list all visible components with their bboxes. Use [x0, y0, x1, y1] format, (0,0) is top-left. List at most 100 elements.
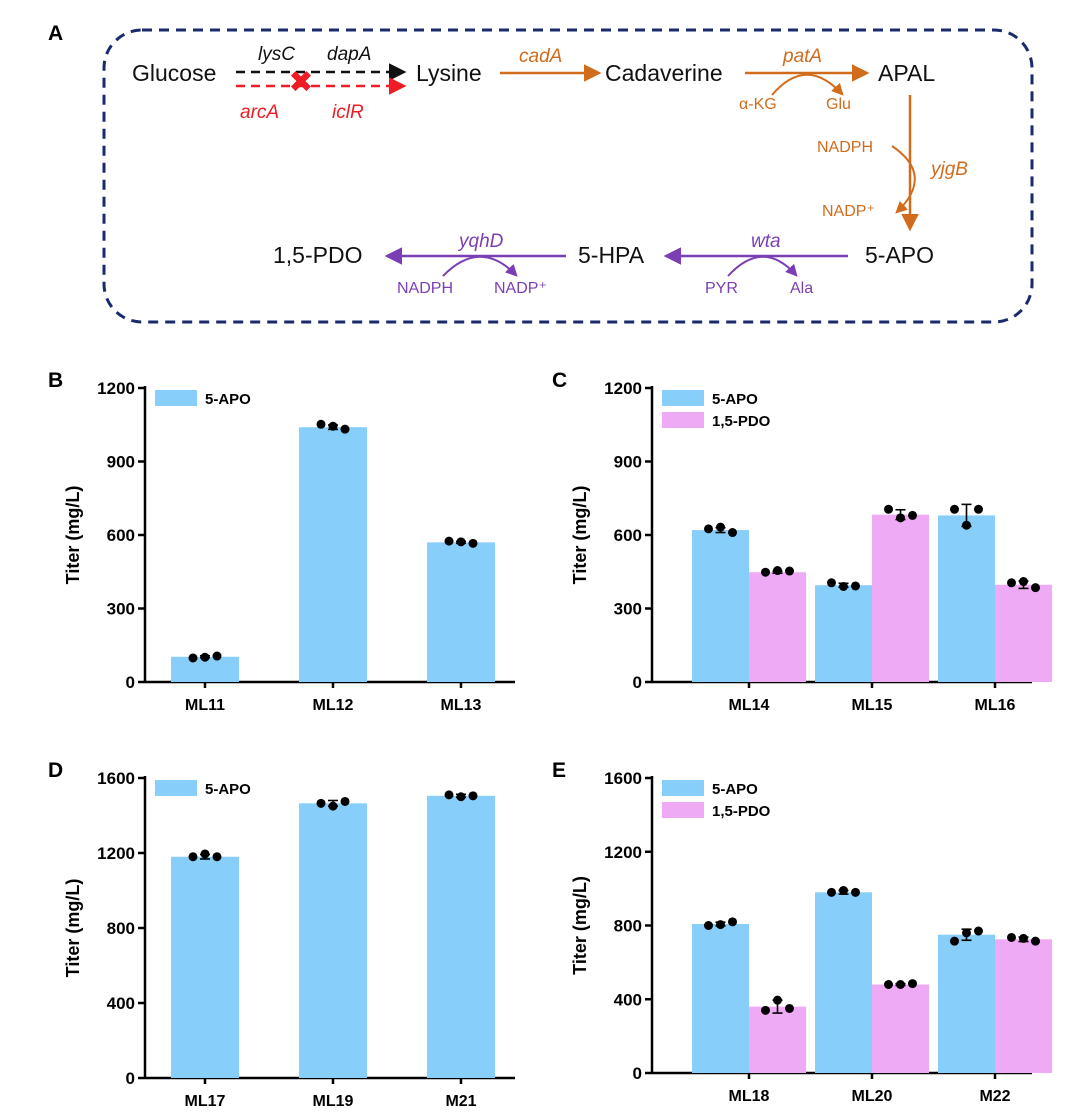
bar-e-15pdo: [872, 984, 929, 1073]
legend-label-e: 1,5-PDO: [712, 803, 771, 820]
replicate-point-c: [761, 567, 770, 577]
replicate-point-c: [908, 510, 917, 520]
y-tick-label-d: 1600: [97, 769, 135, 788]
replicate-point-e: [761, 1005, 770, 1015]
node-5-hpa: 5-HPA: [578, 242, 645, 268]
legend-swatch-c: [662, 390, 704, 406]
x-tick-label-b: ML11: [185, 697, 225, 714]
bar-c-5apo: [692, 530, 749, 682]
replicate-point-c: [716, 522, 725, 532]
replicate-point-e: [1019, 933, 1028, 943]
replicate-point-d: [316, 798, 326, 808]
y-tick-label-b: 300: [107, 600, 135, 619]
y-tick-label-e: 400: [614, 990, 642, 1009]
gene-wta: wta: [751, 231, 781, 252]
pathway-panel: A Glucose lysC dapA arcA iclR ✖ Lysine c…: [48, 22, 1034, 324]
x-tick-label-c: ML16: [975, 697, 1016, 714]
bar-e-15pdo: [995, 939, 1052, 1073]
x-tick-label-e: ML18: [729, 1088, 770, 1105]
chart-panel-e: E 0 400 800 1200 1600 Titer (mg/L) ML18 ML20 M22 5…: [552, 759, 1052, 1105]
replicate-point-b: [188, 653, 198, 663]
replicate-point-e: [773, 995, 782, 1005]
x-tick-label-b: ML13: [441, 697, 482, 714]
legend-label-b: 5-APO: [205, 391, 251, 408]
y-tick-label-d: 800: [107, 919, 135, 938]
y-tick-label-c: 900: [614, 453, 642, 472]
replicate-point-c: [962, 520, 971, 530]
panel-letter-c: C: [552, 369, 567, 392]
gene-yqhD: yqhD: [457, 231, 504, 252]
gene-cadA: cadA: [519, 46, 562, 67]
bar-e-5apo: [815, 892, 872, 1073]
gene-arcA: arcA: [240, 102, 279, 123]
y-tick-label-c: 0: [633, 673, 642, 692]
replicate-point-c: [950, 504, 959, 514]
x-tick-label-e: ML20: [852, 1088, 893, 1105]
legend-swatch-d: [155, 780, 197, 796]
replicate-point-d: [200, 849, 210, 859]
replicate-point-e: [974, 926, 983, 936]
panel-letter-b: B: [48, 369, 63, 392]
bar-c-15pdo: [995, 584, 1052, 682]
x-tick-label-e: M22: [979, 1088, 1010, 1105]
y-tick-label-c: 300: [614, 600, 642, 619]
bar-b-5apo: [299, 427, 367, 682]
cofactor-glu: Glu: [826, 96, 851, 113]
node-glucose: Glucose: [132, 60, 216, 86]
cofactor-pyr: PYR: [705, 280, 738, 297]
replicate-point-c: [773, 566, 782, 576]
replicate-point-c: [728, 528, 737, 538]
legend-label-c: 5-APO: [712, 391, 758, 408]
y-tick-label-e: 0: [633, 1064, 642, 1083]
legend-swatch-b: [155, 390, 197, 406]
legend-swatch-e: [662, 802, 704, 818]
legend-swatch-c: [662, 412, 704, 428]
y-tick-label-e: 800: [614, 917, 642, 936]
replicate-point-d: [444, 790, 454, 800]
x-tick-label-d: M21: [445, 1093, 476, 1110]
bar-d-5apo: [299, 803, 367, 1078]
cofactor-akg: α-KG: [739, 96, 777, 113]
node-cadaverine: Cadaverine: [605, 60, 723, 86]
cofactor-arc-nadph-nadp: [891, 145, 916, 214]
bar-d-5apo: [427, 795, 495, 1078]
bar-e-5apo: [692, 924, 749, 1073]
y-tick-label-b: 0: [126, 673, 135, 692]
replicate-point-b: [212, 651, 222, 661]
bar-b-5apo: [427, 542, 495, 682]
replicate-point-c: [974, 504, 983, 514]
y-axis-label-e: Titer (mg/L): [570, 876, 590, 975]
x-tick-label-c: ML14: [729, 697, 770, 714]
node-lysine: Lysine: [416, 60, 482, 86]
chart-panel-d: D 0 400 800 1200 1600 Titer (mg/L) ML17 ML19 M21 5…: [48, 759, 515, 1110]
cofactor-nadp-2: NADP⁺: [494, 280, 547, 297]
x-tick-label-d: ML17: [185, 1093, 226, 1110]
replicate-point-d: [328, 801, 338, 811]
bar-d-5apo: [171, 856, 239, 1078]
bar-c-5apo: [938, 515, 995, 682]
node-apal: APAL: [878, 60, 935, 86]
replicate-point-b: [444, 536, 454, 546]
replicate-point-b: [456, 537, 466, 547]
y-tick-label-b: 600: [107, 526, 135, 545]
x-tick-label-b: ML12: [313, 697, 354, 714]
replicate-point-c: [884, 504, 893, 514]
replicate-point-e: [827, 887, 836, 897]
y-tick-label-b: 1200: [97, 379, 135, 398]
cofactor-ala: Ala: [790, 280, 813, 297]
replicate-point-e: [1031, 936, 1040, 946]
bar-c-5apo: [815, 585, 872, 682]
cofactor-nadp-1: NADP⁺: [822, 203, 875, 220]
replicate-point-c: [1007, 578, 1016, 588]
y-axis-label-c: Titer (mg/L): [570, 486, 590, 585]
legend-label-e: 5-APO: [712, 781, 758, 798]
chart-panel-b: B 0 300 600 900 1200 Titer (mg/L) ML11 ML12 ML13 5…: [48, 369, 515, 714]
bar-e-15pdo: [749, 1006, 806, 1073]
replicate-point-d: [188, 852, 198, 862]
replicate-point-e: [896, 980, 905, 989]
replicate-point-c: [839, 581, 848, 591]
bar-c-15pdo: [749, 572, 806, 682]
replicate-point-c: [1031, 583, 1040, 593]
replicate-point-c: [896, 513, 905, 523]
bar-c-15pdo: [872, 514, 929, 682]
